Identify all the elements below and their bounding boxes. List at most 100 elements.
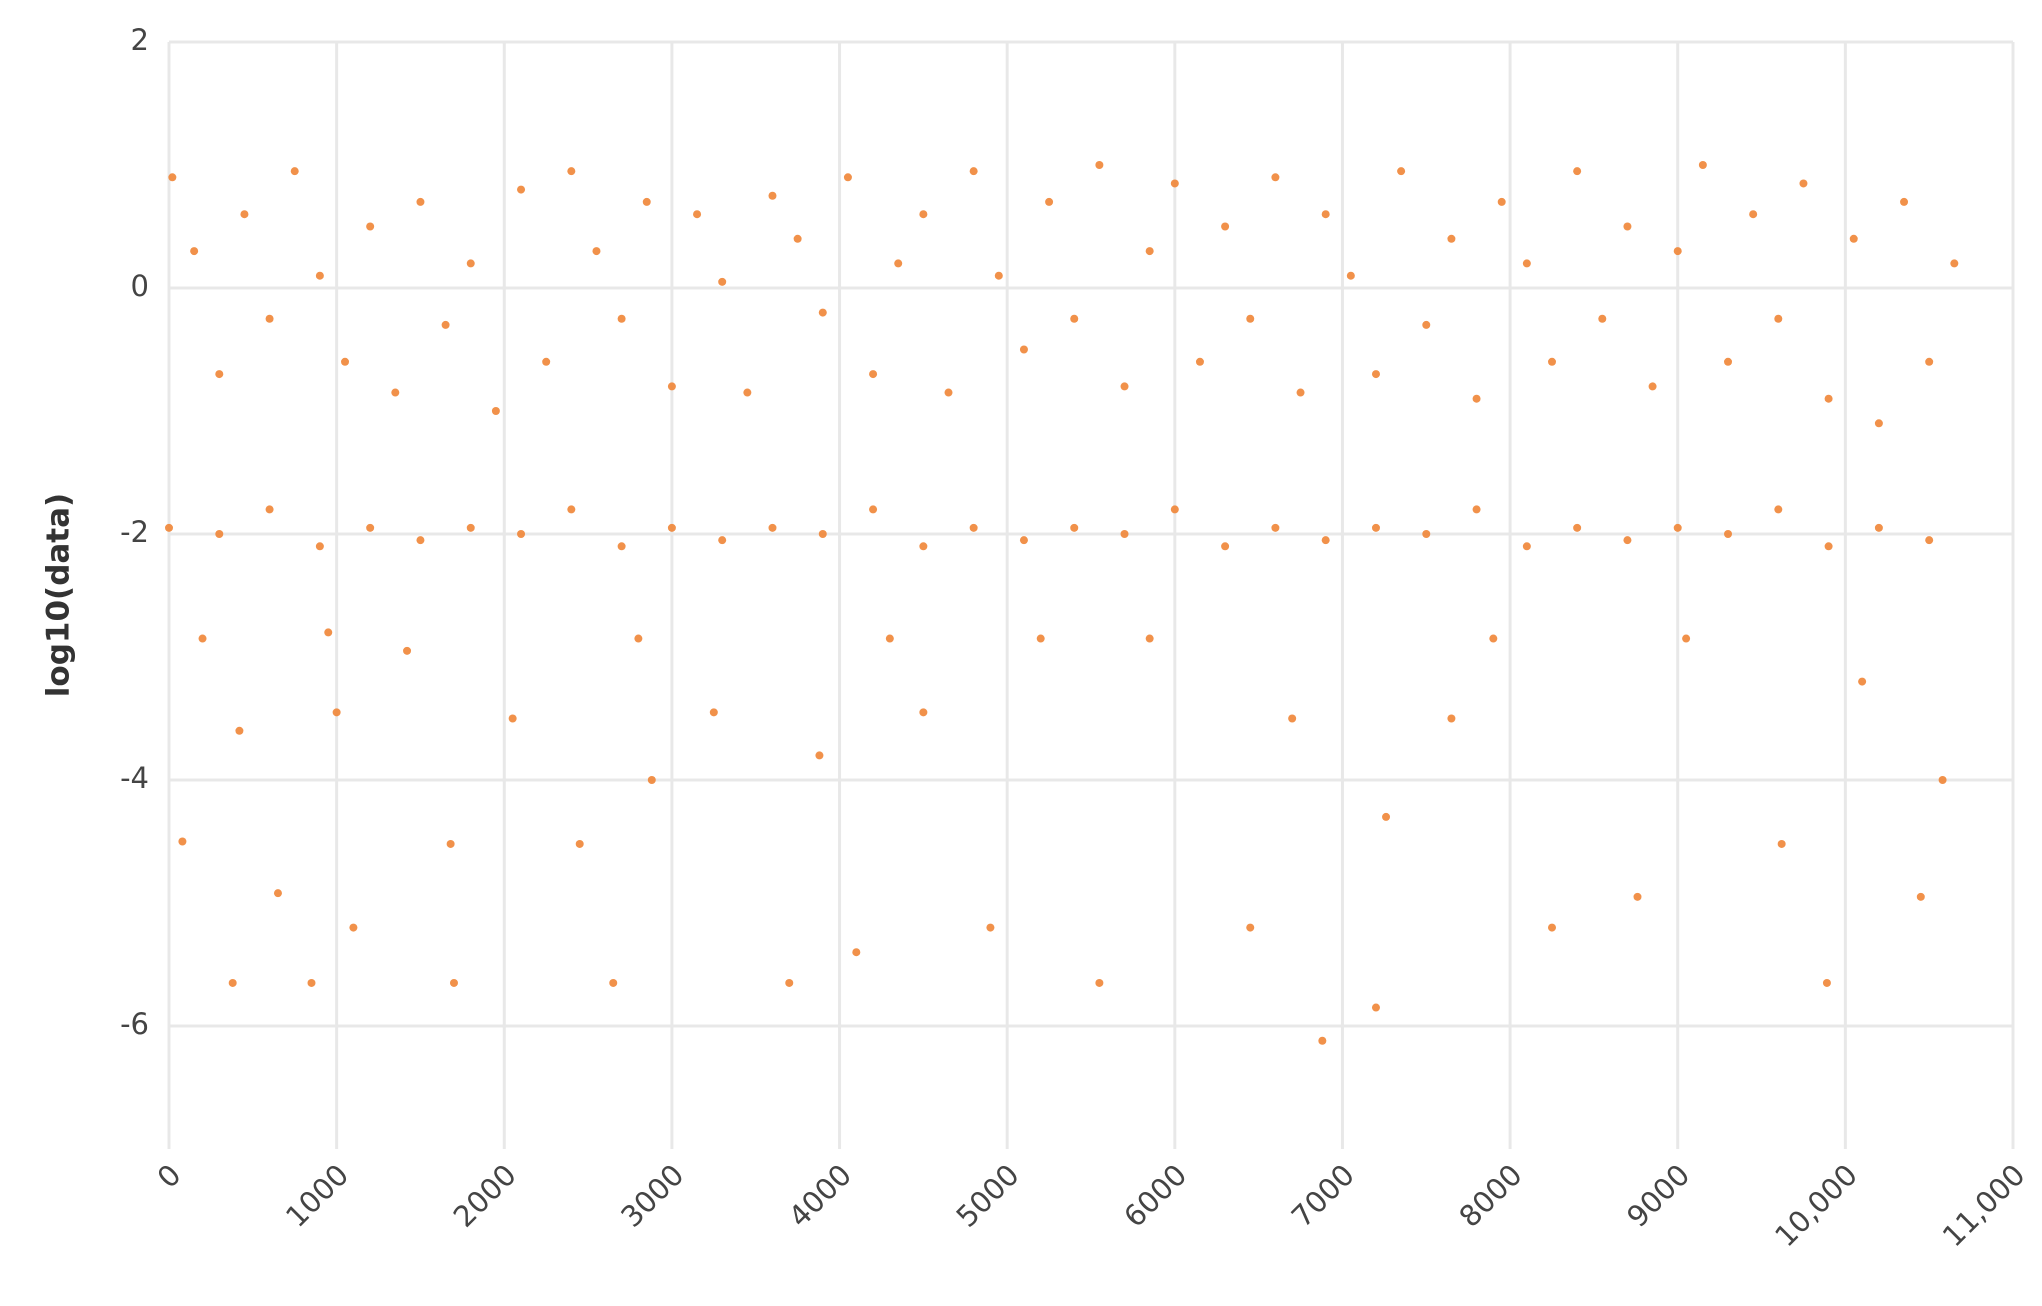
point: [852, 948, 861, 957]
point: [743, 388, 752, 397]
point: [1195, 357, 1204, 366]
point: [693, 210, 702, 219]
point: [818, 308, 827, 317]
point: [1422, 530, 1431, 538]
y-tick-label: -4: [120, 761, 149, 795]
y-tick-label: -6: [120, 1007, 149, 1041]
point: [1682, 634, 1691, 643]
point: [1724, 357, 1733, 366]
point: [290, 167, 299, 176]
point: [986, 923, 995, 932]
x-tick-label: 7000: [1285, 1158, 1361, 1234]
point: [517, 530, 526, 538]
point: [1321, 536, 1330, 545]
point: [307, 978, 316, 987]
point: [332, 708, 341, 717]
point: [768, 523, 777, 532]
point: [441, 320, 450, 329]
point: [1777, 839, 1786, 848]
y-tick-label: -2: [120, 515, 149, 549]
point: [1070, 523, 1079, 532]
point: [1799, 179, 1808, 188]
point: [567, 505, 576, 514]
point: [466, 259, 475, 268]
point: [1522, 259, 1531, 268]
point: [168, 173, 177, 182]
y-tick-label: 2: [131, 23, 149, 57]
point: [1221, 222, 1230, 231]
point: [1623, 536, 1632, 545]
point: [1397, 167, 1406, 176]
point: [466, 523, 475, 532]
point: [1648, 382, 1657, 391]
point: [273, 889, 282, 898]
point: [617, 314, 626, 323]
point: [1246, 923, 1255, 932]
point: [542, 357, 551, 366]
x-tick-label: 11,000: [1936, 1158, 2032, 1254]
point: [1271, 173, 1280, 182]
point: [1950, 259, 1959, 268]
x-tick-label: 3000: [614, 1158, 690, 1234]
point: [1120, 530, 1129, 538]
point: [1472, 394, 1481, 403]
point: [1874, 419, 1883, 428]
point: [1916, 892, 1925, 901]
point: [215, 370, 224, 379]
point: [190, 247, 199, 256]
x-tick-label: 9000: [1620, 1158, 1696, 1234]
point: [1145, 634, 1154, 643]
point: [919, 708, 928, 717]
point: [1170, 505, 1179, 514]
point: [609, 978, 618, 987]
point: [1749, 210, 1758, 219]
point: [634, 634, 643, 643]
point: [1036, 634, 1045, 643]
point: [1598, 314, 1607, 323]
point: [969, 523, 978, 532]
y-axis-label: log10(data): [41, 493, 77, 697]
point: [869, 370, 878, 379]
point: [1271, 523, 1280, 532]
point: [667, 382, 676, 391]
point: [215, 530, 224, 538]
point: [198, 634, 207, 643]
point: [1095, 161, 1104, 169]
point: [1698, 161, 1707, 169]
point: [517, 185, 526, 194]
point: [1874, 523, 1883, 532]
point: [165, 523, 173, 532]
point: [1321, 210, 1330, 219]
x-tick-label: 8000: [1452, 1158, 1528, 1234]
point: [793, 234, 802, 243]
point: [1938, 776, 1947, 784]
point: [647, 776, 656, 784]
point: [1925, 357, 1934, 366]
point: [449, 978, 458, 987]
y-tick-label: 0: [131, 269, 149, 303]
point: [1019, 345, 1028, 354]
point: [1489, 634, 1498, 643]
point: [391, 388, 400, 397]
point: [491, 407, 500, 415]
point: [1447, 714, 1456, 723]
x-tick-label: 0: [151, 1158, 188, 1195]
x-tick-label: 6000: [1117, 1158, 1193, 1234]
point: [1724, 530, 1733, 538]
point: [617, 542, 626, 551]
point: [1573, 523, 1582, 532]
point: [1447, 234, 1456, 243]
point: [1371, 523, 1380, 532]
point: [1095, 978, 1104, 987]
point: [1497, 197, 1506, 206]
point: [366, 222, 375, 231]
point: [894, 259, 903, 268]
point: [1382, 812, 1391, 821]
point: [1673, 247, 1682, 256]
point: [919, 542, 928, 551]
point: [567, 167, 576, 176]
point: [1346, 271, 1355, 280]
point: [969, 167, 978, 176]
point: [1822, 978, 1831, 987]
point: [1472, 505, 1481, 514]
